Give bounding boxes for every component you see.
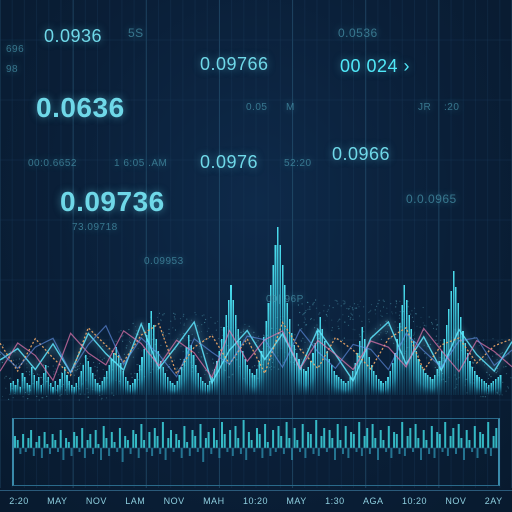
value-label-v-005: 0.05 bbox=[246, 102, 267, 113]
value-label-v-0636: 0.0636 bbox=[36, 92, 125, 124]
x-axis: 2:20 MAY NOV LAM NOV MAH 10:20 MAY 1:30 AGA 10:20 N… bbox=[0, 490, 512, 510]
xaxis-tick: 2AY bbox=[485, 496, 503, 506]
value-label-v-00965: 0.0.0965 bbox=[406, 192, 457, 206]
value-label-v-006652: 00:0.6652 bbox=[28, 158, 77, 169]
value-label-v-JR: JR bbox=[418, 102, 431, 113]
xaxis-tick: 10:20 bbox=[402, 496, 427, 506]
value-label-v-0976: 0.0976 bbox=[200, 152, 258, 173]
value-label-v-09736: 0.09736 bbox=[60, 186, 165, 218]
xaxis-tick: MAY bbox=[286, 496, 306, 506]
value-label-v-0966: 0.0966 bbox=[332, 144, 390, 165]
value-label-v-09953: 0.09953 bbox=[144, 256, 184, 267]
xaxis-tick: AGA bbox=[363, 496, 384, 506]
xaxis-tick: 2:20 bbox=[9, 496, 29, 506]
indicator-frame bbox=[12, 418, 500, 486]
value-label-v-98: 98 bbox=[6, 64, 18, 75]
value-label-v-20a: :20 bbox=[444, 102, 459, 113]
value-label-v-0096p: 00| 96P bbox=[266, 294, 304, 305]
xaxis-tick: 10:20 bbox=[243, 496, 268, 506]
value-label-v-M: M bbox=[286, 102, 295, 113]
value-label-v-7309718: 73.09718 bbox=[72, 222, 118, 233]
xaxis-tick: 1:30 bbox=[325, 496, 345, 506]
value-label-v-0536: 0.0536 bbox=[338, 26, 378, 40]
value-label-v-0936-tl: 0.0936 bbox=[44, 26, 102, 47]
xaxis-tick: MAH bbox=[203, 496, 225, 506]
value-label-v-00024: 00 024 › bbox=[340, 56, 410, 77]
value-label-v-5220: 52:20 bbox=[284, 158, 312, 169]
value-label-v-1605am: 1 6:05 .AM bbox=[114, 158, 167, 169]
xaxis-tick: NOV bbox=[445, 496, 466, 506]
xaxis-tick: NOV bbox=[86, 496, 107, 506]
xaxis-tick: NOV bbox=[164, 496, 185, 506]
value-label-v-696: 696 bbox=[6, 44, 24, 55]
value-label-v-5s: 5S bbox=[128, 26, 144, 40]
value-label-v-09766: 0.09766 bbox=[200, 54, 269, 75]
xaxis-tick: MAY bbox=[47, 496, 67, 506]
xaxis-tick: LAM bbox=[125, 496, 145, 506]
chart-root: 0.0936 5S 0.0536 696 98 0.09766 00 024 › 0.0636… bbox=[0, 0, 512, 512]
